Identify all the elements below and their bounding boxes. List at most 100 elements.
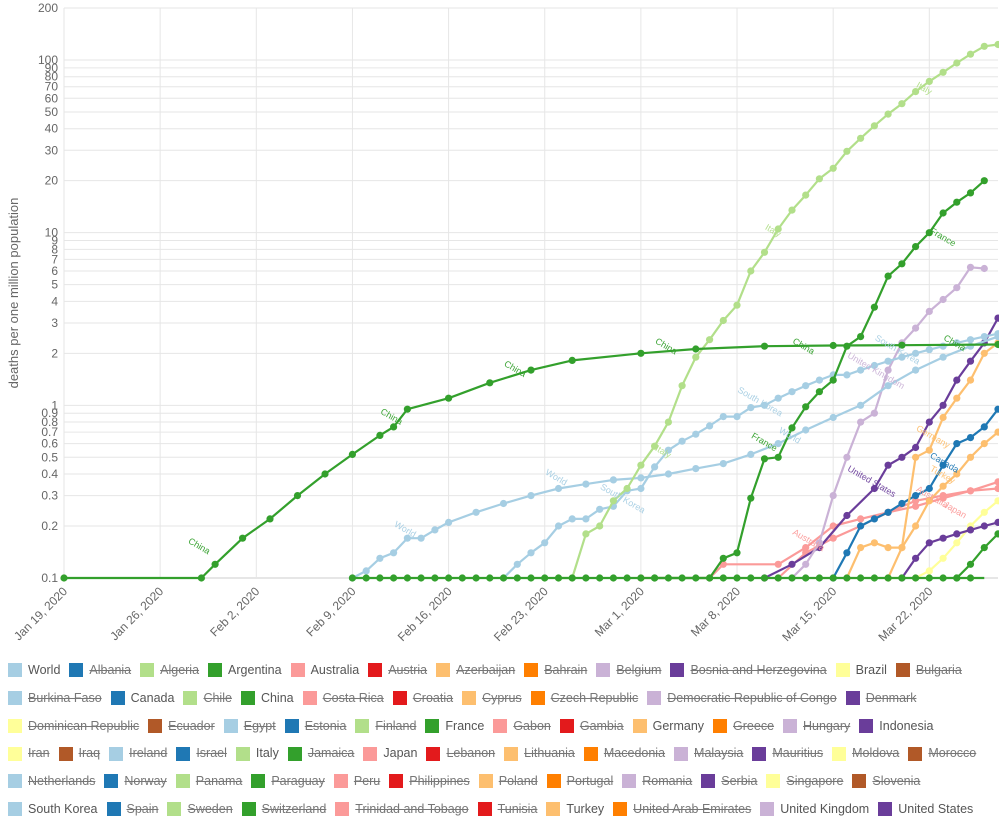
data-point[interactable] <box>884 382 892 390</box>
legend-item-singapore[interactable]: Singapore <box>766 769 843 794</box>
data-point[interactable] <box>403 405 411 413</box>
data-point[interactable] <box>651 442 659 450</box>
data-point[interactable] <box>829 492 837 500</box>
data-point[interactable] <box>760 401 769 409</box>
data-point[interactable] <box>747 450 755 458</box>
data-point[interactable] <box>582 530 590 538</box>
data-point[interactable] <box>554 484 563 493</box>
data-point[interactable] <box>706 336 714 344</box>
data-point[interactable] <box>966 453 975 461</box>
legend-item-austria[interactable]: Austria <box>368 658 427 683</box>
data-point[interactable] <box>912 443 920 452</box>
data-point[interactable] <box>417 534 425 542</box>
data-point[interactable] <box>692 345 700 353</box>
data-point[interactable] <box>939 401 947 409</box>
data-point[interactable] <box>939 534 947 542</box>
data-point[interactable] <box>939 353 947 361</box>
data-point[interactable] <box>857 515 865 523</box>
legend-item-canada[interactable]: Canada <box>110 686 174 711</box>
data-point[interactable] <box>390 423 398 431</box>
data-point[interactable] <box>843 549 851 557</box>
legend-item-norway[interactable]: Norway <box>104 769 167 794</box>
legend-item-hungary[interactable]: Hungary <box>783 714 850 739</box>
legend-item-ireland[interactable]: Ireland <box>109 741 167 766</box>
data-point[interactable] <box>747 267 755 275</box>
legend-item-moldova[interactable]: Moldova <box>832 741 899 766</box>
data-point[interactable] <box>609 476 618 484</box>
data-point[interactable] <box>953 394 961 402</box>
data-point[interactable] <box>925 229 933 237</box>
legend-item-gambia[interactable]: Gambia <box>559 714 624 739</box>
data-point[interactable] <box>898 353 906 361</box>
legend-item-trinidad-and-tobago[interactable]: Trinidad and Tobago <box>335 797 469 822</box>
data-point[interactable] <box>912 88 920 96</box>
data-point[interactable] <box>994 405 999 413</box>
data-point[interactable] <box>733 301 741 309</box>
legend-item-poland[interactable]: Poland <box>478 769 538 794</box>
data-point[interactable] <box>980 42 988 50</box>
legend-item-egypt[interactable]: Egypt <box>223 714 276 739</box>
data-point[interactable] <box>747 494 755 502</box>
data-point[interactable] <box>912 492 920 500</box>
legend-item-malaysia[interactable]: Malaysia <box>674 741 743 766</box>
legend-item-azerbaijan[interactable]: Azerbaijan <box>436 658 515 683</box>
data-point[interactable] <box>898 499 906 508</box>
data-point[interactable] <box>266 515 274 523</box>
data-point[interactable] <box>953 539 961 547</box>
data-point[interactable] <box>788 560 796 568</box>
data-point[interactable] <box>376 554 384 562</box>
data-point[interactable] <box>884 357 892 365</box>
data-point[interactable] <box>994 40 999 49</box>
data-point[interactable] <box>966 560 975 568</box>
legend-item-peru[interactable]: Peru <box>333 769 380 794</box>
data-point[interactable] <box>348 574 356 582</box>
data-point[interactable] <box>870 515 879 523</box>
data-point[interactable] <box>472 508 480 516</box>
data-point[interactable] <box>939 68 947 76</box>
legend-item-australia[interactable]: Australia <box>290 658 359 683</box>
data-point[interactable] <box>925 307 933 315</box>
data-point[interactable] <box>966 376 975 384</box>
legend-item-italy[interactable]: Italy <box>235 741 279 766</box>
data-point[interactable] <box>843 453 851 461</box>
data-point[interactable] <box>912 522 920 530</box>
legend-item-gabon[interactable]: Gabon <box>493 714 551 739</box>
data-point[interactable] <box>953 470 961 478</box>
data-point[interactable] <box>884 544 892 552</box>
legend-item-democratic-republic-of-congo[interactable]: Democratic Republic of Congo <box>647 686 837 711</box>
legend-item-paraguay[interactable]: Paraguay <box>251 769 325 794</box>
data-point[interactable] <box>953 198 961 206</box>
data-point[interactable] <box>829 413 837 422</box>
data-point[interactable] <box>925 346 933 354</box>
data-point[interactable] <box>513 560 521 568</box>
data-point[interactable] <box>939 461 947 469</box>
data-point[interactable] <box>994 478 999 486</box>
data-point[interactable] <box>925 418 933 426</box>
legend-item-mauritius[interactable]: Mauritius <box>752 741 823 766</box>
data-point[interactable] <box>980 522 988 530</box>
legend-item-albania[interactable]: Albania <box>69 658 131 683</box>
legend-item-morocco[interactable]: Morocco <box>908 741 976 766</box>
data-point[interactable] <box>939 482 947 490</box>
data-point[interactable] <box>870 409 879 417</box>
legend-item-portugal[interactable]: Portugal <box>546 769 613 794</box>
data-point[interactable] <box>664 470 673 478</box>
data-point[interactable] <box>678 437 686 445</box>
data-point[interactable] <box>884 272 892 280</box>
data-point[interactable] <box>966 336 975 344</box>
data-point[interactable] <box>568 356 576 364</box>
data-point[interactable] <box>499 499 508 508</box>
data-point[interactable] <box>486 379 494 387</box>
data-point[interactable] <box>994 484 999 493</box>
data-point[interactable] <box>802 382 810 390</box>
legend-item-panama[interactable]: Panama <box>175 769 242 794</box>
legend-item-iraq[interactable]: Iraq <box>58 741 100 766</box>
data-point[interactable] <box>692 430 700 438</box>
data-point[interactable] <box>815 376 824 384</box>
data-point[interactable] <box>980 508 988 516</box>
data-point[interactable] <box>692 465 700 473</box>
data-point[interactable] <box>994 497 999 505</box>
legend-item-japan[interactable]: Japan <box>363 741 417 766</box>
data-point[interactable] <box>980 177 988 185</box>
data-point[interactable] <box>527 366 535 374</box>
